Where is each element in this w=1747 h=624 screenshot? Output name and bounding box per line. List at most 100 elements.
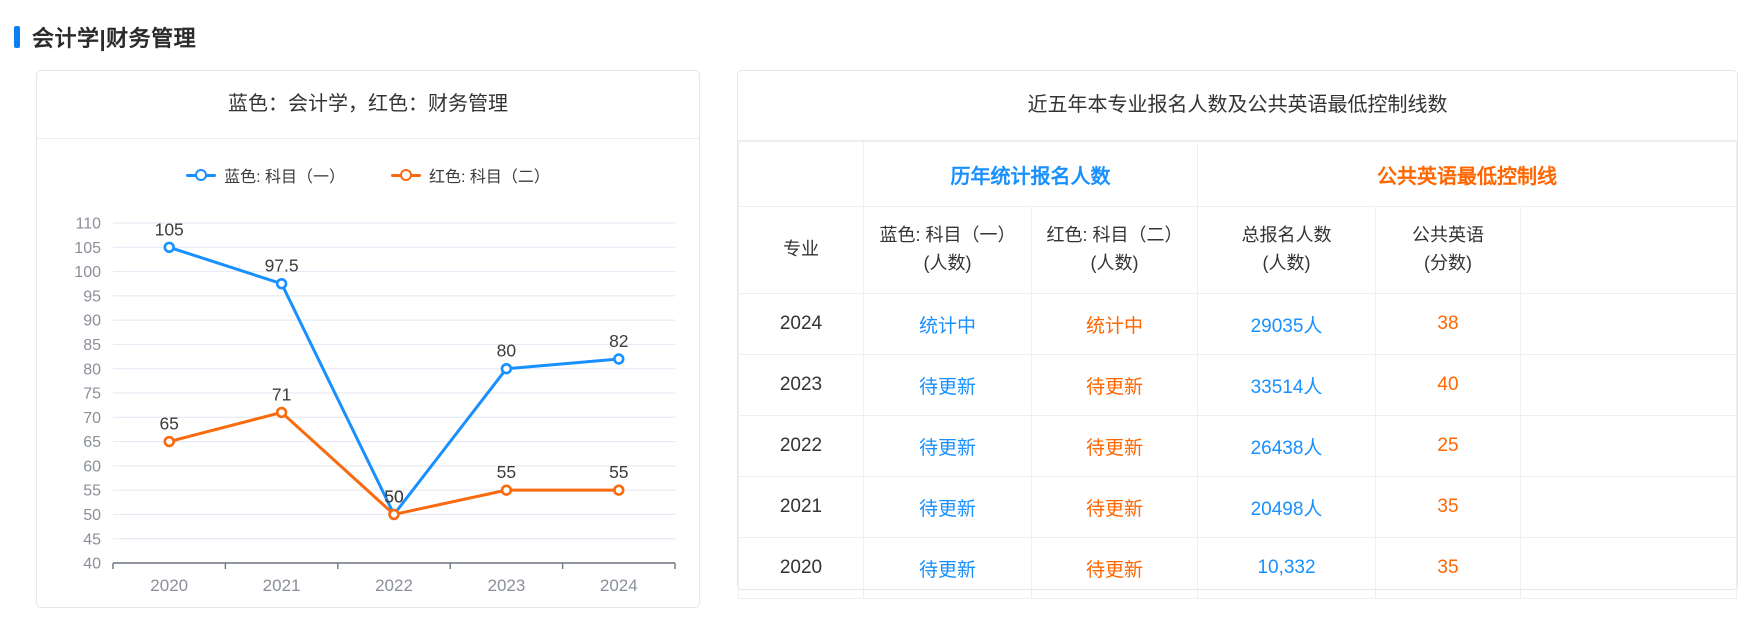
column-header-row: 专业 蓝色: 科目（一） (人数) 红色: 科目（二） (人数) 总报名人数 (…: [738, 206, 1737, 294]
point-label: 55: [497, 462, 516, 482]
y-axis-label: 80: [83, 361, 101, 378]
chart-title: 蓝色：会计学，红色：财务管理: [37, 71, 699, 139]
data-point: [163, 435, 175, 448]
x-axis-label: 2023: [487, 576, 525, 595]
year-cell: 2020: [738, 537, 864, 599]
subject1-count-cell: 待更新: [863, 354, 1032, 416]
y-axis-label: 75: [83, 386, 101, 403]
page-header: 会计学|财务管理: [14, 21, 196, 53]
y-axis-label: 40: [83, 556, 101, 573]
total-count-cell: 29035人: [1197, 293, 1376, 355]
year-cell: 2022: [738, 415, 864, 477]
line-chart[interactable]: 40 45 50 55 60 65 70 75 80 85 90 95 100 105 110 2020 202…: [37, 199, 699, 614]
legend-item-series-1[interactable]: 红色: 科目（二）: [391, 163, 550, 187]
data-point: [163, 241, 175, 253]
legend-item-series-0[interactable]: 蓝色: 科目（一）: [186, 163, 345, 187]
subject2-count-cell: 待更新: [1031, 476, 1198, 538]
year-cell: 2024: [738, 293, 864, 355]
y-axis-label: 50: [83, 507, 101, 524]
group-header-spacer: [738, 141, 864, 207]
y-axis-label: 65: [83, 434, 101, 451]
group-header-row: 历年统计报名人数 公共英语最低控制线: [738, 141, 1737, 207]
y-axis-label: 105: [74, 240, 101, 257]
english-score-cell: 35: [1375, 476, 1521, 538]
column-header-total: 总报名人数 (人数): [1197, 206, 1376, 294]
page-title: 会计学|财务管理: [32, 26, 197, 51]
english-score-cell: 25: [1375, 415, 1521, 477]
line-chart-svg[interactable]: 40 45 50 55 60 65 70 75 80 85 90 95 100 105 110 2020 202…: [37, 199, 699, 609]
x-axis: [112, 562, 676, 569]
year-cell: 2021: [738, 476, 864, 538]
y-axis-label: 85: [83, 337, 101, 354]
point-label: 50: [384, 486, 404, 506]
subject2-count-cell: 统计中: [1031, 293, 1198, 355]
y-axis-label: 60: [83, 458, 101, 475]
table-panel: 近五年本专业报名人数及公共英语最低控制线数 历年统计报名人数 公共英语最低控制线…: [737, 70, 1738, 599]
empty-cell: [1520, 354, 1737, 416]
point-label: 105: [155, 219, 184, 239]
empty-cell: [1520, 293, 1737, 355]
y-axis-label: 70: [83, 410, 101, 427]
table-row: 2022 待更新 待更新 26438人 25: [738, 415, 1737, 477]
point-label: 50: [384, 486, 404, 506]
x-axis-label: 2020: [150, 576, 188, 595]
year-cell: 2023: [738, 354, 864, 416]
empty-cell: [1520, 537, 1737, 599]
english-score-cell: 40: [1375, 354, 1521, 416]
legend-label: 蓝色: 科目（一）: [224, 169, 345, 186]
y-axis-label: 110: [75, 216, 101, 233]
y-axis-label: 100: [74, 264, 101, 281]
legend-label: 红色: 科目（二）: [429, 169, 550, 186]
table-row: 2023 待更新 待更新 33514人 40: [738, 354, 1737, 416]
x-axis-label: 2024: [600, 576, 638, 595]
subject2-count-cell: 待更新: [1031, 415, 1198, 477]
y-axis-labels: 40 45 50 55 60 65 70 75 80 85 90 95 100 105 110: [74, 216, 101, 573]
line-series-icon: [186, 168, 217, 182]
group-header-registrations: 历年统计报名人数: [863, 141, 1198, 207]
subject1-count-cell: 待更新: [863, 476, 1032, 538]
total-count-cell: 20498人: [1197, 476, 1376, 538]
data-point: [613, 353, 625, 365]
empty-cell: [1520, 415, 1737, 477]
subject1-count-cell: 待更新: [863, 537, 1032, 599]
y-axis-label: 90: [83, 313, 101, 330]
data-point: [275, 406, 288, 419]
data-point: [500, 484, 513, 496]
total-count-cell: 33514人: [1197, 354, 1376, 416]
data-point: [500, 363, 513, 375]
y-axis-label: 45: [83, 531, 101, 548]
data-point: [388, 508, 400, 521]
point-label: 82: [609, 331, 628, 351]
point-label: 55: [609, 462, 628, 482]
y-axis-label: 55: [83, 483, 101, 500]
english-score-cell: 38: [1375, 293, 1521, 355]
chart-legend: 蓝色: 科目（一） 红色: 科目（二）: [37, 163, 699, 187]
column-header-subject1: 蓝色: 科目（一） (人数): [863, 206, 1032, 294]
subject1-count-cell: 统计中: [863, 293, 1032, 355]
column-header-major: 专业: [738, 206, 864, 294]
column-header-english: 公共英语 (分数): [1375, 206, 1521, 294]
x-axis-labels: 2020 2021 2022 2023 2024: [150, 576, 637, 595]
total-count-cell: 26438人: [1197, 415, 1376, 477]
point-label: 71: [272, 384, 291, 404]
subject2-count-cell: 待更新: [1031, 537, 1198, 599]
empty-cell: [1520, 476, 1737, 538]
accent-bar-icon: [14, 26, 20, 48]
total-count-cell: 10,332: [1197, 537, 1376, 599]
point-label: 97.5: [265, 256, 299, 276]
stats-table: 历年统计报名人数 公共英语最低控制线 专业 蓝色: 科目（一） (人数) 红色:…: [738, 141, 1737, 599]
data-point: [275, 278, 288, 290]
group-header-english-line: 公共英语最低控制线: [1197, 141, 1737, 207]
y-axis-label: 95: [83, 288, 101, 305]
table-row: 2024 统计中 统计中 29035人 38: [738, 293, 1737, 355]
point-label: 65: [159, 414, 178, 434]
english-score-cell: 35: [1375, 537, 1521, 599]
series-line-1: 65 71 50 55 55: [159, 384, 629, 521]
table-row: 2020 待更新 待更新 10,332 35: [738, 537, 1737, 599]
chart-panel: 蓝色：会计学，红色：财务管理 蓝色: 科目（一） 红色: 科目（二） 40 45 50…: [36, 70, 700, 608]
table-row: 2021 待更新 待更新 20498人 35: [738, 476, 1737, 538]
column-header-empty: [1520, 206, 1737, 294]
line-series-icon: [391, 168, 421, 182]
x-axis-label: 2021: [263, 576, 301, 595]
